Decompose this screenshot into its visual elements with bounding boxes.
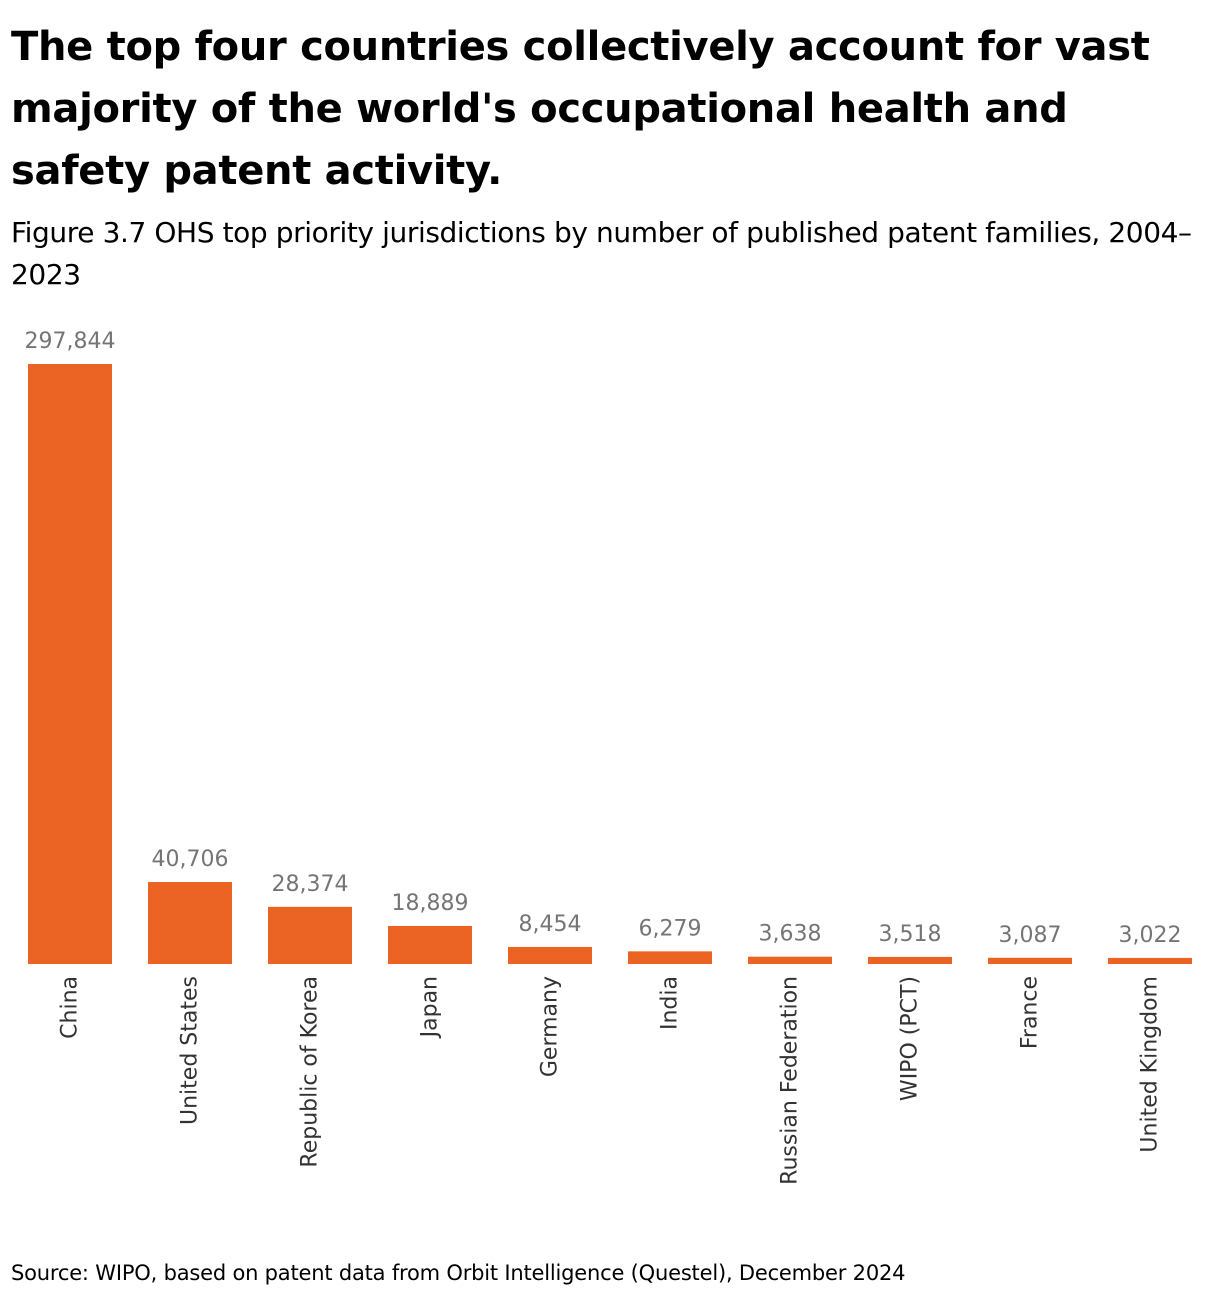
bar-india: [628, 951, 712, 964]
data-label: 28,374: [272, 872, 349, 897]
bar-france: [988, 957, 1072, 964]
source-note: Source: WIPO, based on patent data from …: [11, 1261, 906, 1285]
bar-wipo-pct: [868, 956, 952, 964]
chart-subtitle: Figure 3.7 OHS top priority jurisdiction…: [11, 216, 1192, 291]
category-tick-label: Japan: [418, 976, 443, 1039]
data-label: 3,022: [1119, 923, 1182, 948]
bar-germany: [508, 946, 592, 964]
bar-japan: [388, 925, 472, 964]
bar-chart: 297,844 China 40,706 United States 28,374 Rep…: [25, 329, 1192, 1185]
category-tick-label: Russian Federation: [778, 976, 803, 1185]
chart-headline: The top four countries collectively acco…: [11, 24, 1150, 194]
category-tick-label: China: [58, 976, 83, 1039]
data-label: 297,844: [25, 329, 116, 354]
category-tick-label: United States: [178, 976, 203, 1125]
bar-china: [28, 364, 112, 964]
category-tick-label: Germany: [538, 976, 563, 1077]
category-tick-label: Republic of Korea: [298, 976, 323, 1168]
bar-united-kingdom: [1108, 957, 1192, 964]
data-label: 3,087: [999, 923, 1062, 948]
data-label: 6,279: [639, 916, 702, 941]
category-tick-label: United Kingdom: [1138, 976, 1163, 1153]
data-label: 40,706: [152, 847, 229, 872]
bar-republic-of-korea: [268, 906, 352, 964]
category-tick-label: WIPO (PCT): [898, 976, 923, 1101]
data-label: 18,889: [392, 891, 469, 916]
data-label: 8,454: [519, 912, 582, 937]
bar-united-states: [148, 881, 232, 964]
bar-russian-federation: [748, 956, 832, 964]
category-tick-label: France: [1018, 976, 1043, 1049]
data-label: 3,638: [759, 922, 822, 947]
data-label: 3,518: [879, 922, 942, 947]
category-tick-label: India: [658, 976, 683, 1030]
